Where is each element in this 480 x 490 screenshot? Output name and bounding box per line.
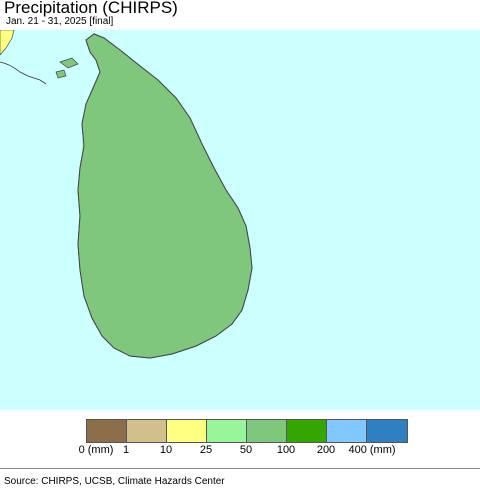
footer-divider — [0, 468, 480, 469]
legend-label-5: 100 — [276, 444, 296, 456]
legend-swatch-200-400 — [327, 420, 367, 442]
precipitation-map — [0, 30, 480, 410]
legend-swatch-25-50 — [207, 420, 247, 442]
legend-swatch-1-10 — [127, 420, 167, 442]
legend-swatch-400+ — [367, 420, 407, 442]
legend-label-6: 200 — [316, 444, 336, 456]
legend-swatch-0-1 — [87, 420, 127, 442]
source-text: Source: CHIRPS, UCSB, Climate Hazards Ce… — [4, 476, 225, 487]
legend-label-7: 400 (mm) — [348, 444, 396, 456]
legend-color-bar — [86, 419, 408, 443]
legend-label-4: 50 — [239, 444, 253, 456]
map-subtitle: Jan. 21 - 31, 2025 [final] — [6, 16, 114, 27]
india-coast-outline — [0, 61, 47, 85]
legend-label-0: 0 (mm) — [78, 444, 114, 456]
jaffna-islands — [55, 57, 79, 79]
map-canvas — [0, 30, 253, 359]
legend-label-3: 25 — [199, 444, 213, 456]
legend-swatch-50-100 — [247, 420, 287, 442]
legend-swatch-100-200 — [287, 420, 327, 442]
map-title: Precipitation (CHIRPS) — [4, 0, 178, 17]
india-coast — [0, 30, 15, 56]
legend-swatch-10-25 — [167, 420, 207, 442]
legend-label-2: 10 — [159, 444, 173, 456]
legend-label-1: 1 — [122, 444, 130, 456]
